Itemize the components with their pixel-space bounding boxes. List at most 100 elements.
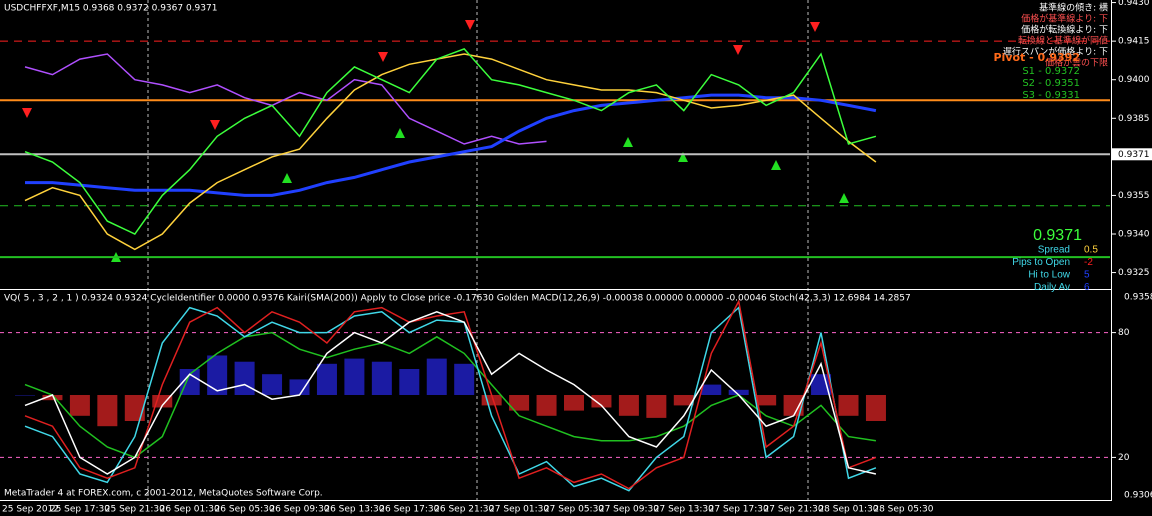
- sell-arrow: [465, 20, 475, 30]
- buy-arrow: [678, 152, 688, 162]
- x-tick-label: 27 Sep 13:30: [654, 505, 714, 515]
- pivot: Pivot - 0.9392: [994, 51, 1081, 64]
- histogram-bar: [426, 358, 447, 395]
- y-tick-label: 0.9385: [1118, 114, 1150, 124]
- status-line: 基準線の傾き: 横: [1039, 2, 1108, 14]
- histogram-bar: [344, 358, 365, 395]
- histogram-bar: [207, 355, 228, 395]
- histogram-bar: [618, 395, 639, 416]
- x-tick-label: 27 Sep 17:30: [709, 505, 769, 515]
- support-3: S3 - 0.9331: [1022, 90, 1080, 101]
- histogram-bar: [371, 361, 392, 395]
- buy-arrow: [395, 128, 405, 138]
- x-tick-label: 28 Sep 01:30: [818, 505, 878, 515]
- histogram-bar: [509, 395, 530, 411]
- histogram-bar: [838, 395, 859, 416]
- status-line: 転換線と基準線が同値: [1018, 35, 1108, 47]
- support-1: S1 - 0.9372: [1022, 66, 1080, 77]
- y-tick-label: 0.9400: [1118, 75, 1150, 85]
- histogram-bar: [69, 395, 90, 416]
- buy-arrow: [623, 137, 633, 147]
- histogram-bar: [728, 389, 749, 395]
- plot: [0, 40, 1110, 492]
- histogram-bar: [454, 363, 475, 395]
- stat-label: Pips to Open: [1012, 257, 1070, 268]
- day-separators: [147, 0, 809, 500]
- y-tick-label: 0.9430: [1118, 0, 1150, 8]
- x-tick-label: 26 Sep 21:30: [434, 505, 494, 515]
- x-tick-label: 27 Sep 05:30: [544, 505, 604, 515]
- stat-value: -2: [1084, 257, 1093, 268]
- stats: Spread 0.5 Pips to Open -2 Hi to Low 5 Daily A…: [1012, 245, 1098, 294]
- signal-arrows: [22, 20, 849, 262]
- buy-arrow: [839, 193, 849, 203]
- stat-label: Spread: [1038, 245, 1070, 256]
- y-tick-label: 0.9415: [1118, 37, 1150, 47]
- histogram-bar: [234, 361, 255, 395]
- x-tick-label: 26 Sep 17:30: [379, 505, 439, 515]
- histogram-bar: [97, 395, 118, 427]
- histogram-bar: [399, 369, 420, 395]
- series-line: [24, 310, 877, 475]
- histogram-bar: [262, 374, 283, 395]
- histogram-bar: [591, 395, 612, 408]
- support-2: S2 - 0.9351: [1022, 78, 1080, 89]
- histogram-bar: [536, 395, 557, 416]
- y-tick-label: 20: [1118, 453, 1130, 463]
- series-line: [24, 306, 877, 492]
- histogram-bar: [865, 395, 886, 421]
- y-tick-label: 80: [1118, 328, 1130, 338]
- lower-axis-bottom: 0.9306: [1124, 491, 1152, 501]
- y-tick-label: 0.9325: [1118, 268, 1150, 278]
- copyright: MetaTrader 4 at FOREX.com, c 2001-2012, …: [4, 489, 323, 499]
- buy-arrow: [282, 173, 292, 183]
- x-tick-label: 28 Sep 05:30: [873, 505, 933, 515]
- stat-value: 6: [1084, 282, 1090, 293]
- x-tick-label: 27 Sep 21:30: [764, 505, 824, 515]
- series-line: [24, 53, 877, 251]
- current-price: 0.9371: [1033, 227, 1082, 244]
- stat-label: Hi to Low: [1028, 270, 1070, 281]
- stat-label: Daily Av: [1034, 282, 1070, 293]
- histogram-bar: [316, 363, 337, 395]
- stat-value: 0.5: [1084, 245, 1098, 256]
- lower-axis-top: 0.9358: [1124, 293, 1152, 303]
- x-tick-label: 27 Sep 09:30: [599, 505, 659, 515]
- x-tick-label: 27 Sep 01:30: [489, 505, 549, 515]
- histogram-bar: [756, 395, 777, 406]
- x-tick-label: 26 Sep 09:30: [269, 505, 329, 515]
- histogram-bar: [481, 395, 502, 406]
- histogram-bar: [701, 384, 722, 395]
- status-line: 価格が転換線より: 下: [1021, 24, 1108, 36]
- series-line: [24, 48, 877, 235]
- sell-arrow: [210, 120, 220, 130]
- price-box-label: 0.9371: [1118, 150, 1150, 160]
- histogram-bar: [289, 379, 310, 395]
- histogram-bar: [673, 395, 694, 406]
- series-line: [24, 53, 547, 145]
- histogram-bar: [811, 374, 832, 395]
- symbol-info: USDCHFFXF,M15 0.9368 0.9372 0.9367 0.937…: [4, 4, 217, 14]
- series-line: [24, 299, 877, 490]
- sell-arrow: [22, 108, 32, 118]
- histogram-bar: [179, 369, 200, 395]
- sell-arrow: [733, 45, 743, 55]
- x-tick-label: 26 Sep 13:30: [324, 505, 384, 515]
- price-box: [1112, 148, 1152, 161]
- histogram-bar: [42, 395, 63, 401]
- x-tick-label: 25 Sep 17:30: [50, 505, 110, 515]
- stat-value: 5: [1084, 270, 1090, 281]
- histogram-bar: [646, 395, 667, 418]
- histogram-bar: [564, 395, 584, 411]
- x-tick-label: 26 Sep 01:30: [160, 505, 220, 515]
- y-tick-label: 0.9340: [1118, 230, 1150, 240]
- sell-arrow: [378, 52, 388, 62]
- status-line: 価格が雲の下限: [1045, 57, 1108, 69]
- histogram-bar: [15, 395, 35, 396]
- histogram-bar: [124, 395, 145, 421]
- status-line: 遅行スパンが価格より: 下: [1003, 46, 1108, 58]
- sell-arrow: [810, 22, 820, 32]
- x-tick-label: 25 Sep 2012: [2, 505, 59, 515]
